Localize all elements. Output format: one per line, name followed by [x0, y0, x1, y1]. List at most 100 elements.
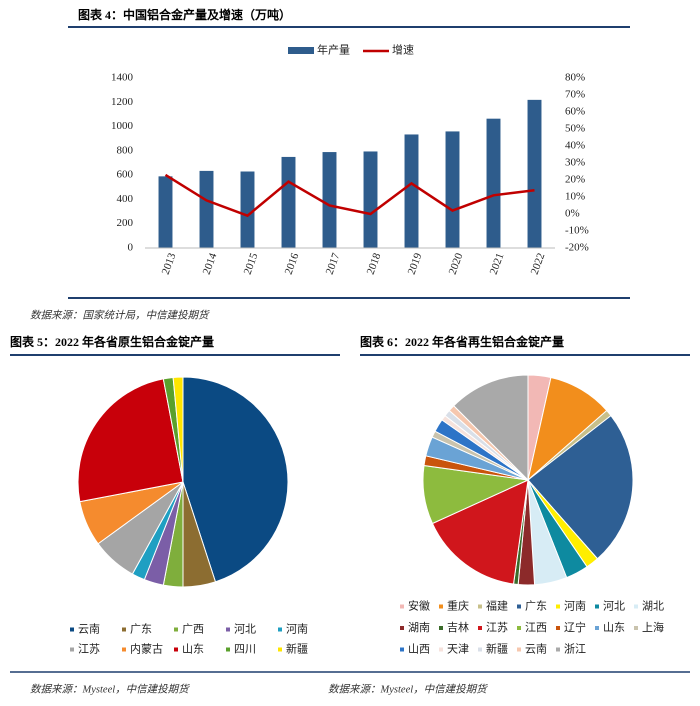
legend-swatch: [288, 47, 314, 54]
legend-swatch: [556, 604, 560, 609]
legend-label: 江西: [525, 621, 547, 634]
legend-swatch: [595, 604, 599, 609]
legend-label: 山东: [182, 643, 204, 656]
legend-label: 广东: [130, 623, 152, 636]
pie-slice: [453, 374, 529, 482]
y2-tick-label: 50%: [565, 123, 585, 135]
source-note: 数据来源：国家统计局，中信建投期货: [30, 309, 210, 321]
y2-tick-label: 20%: [565, 174, 585, 186]
bar: [158, 176, 173, 248]
legend-label: 福建: [486, 599, 508, 613]
legend-label: 增速: [392, 43, 414, 57]
legend-label: 湖南: [408, 621, 430, 634]
x-tick-label: 2015: [242, 251, 261, 276]
pie-slice: [182, 376, 289, 583]
legend-swatch: [517, 604, 521, 609]
legend-label: 云南: [78, 623, 100, 636]
source-note: 数据来源：Mysteel，中信建投期货: [30, 683, 190, 695]
bar: [445, 131, 460, 248]
x-tick-label: 2020: [447, 251, 466, 276]
legend-swatch: [400, 626, 404, 630]
x-tick-label: 2016: [283, 251, 302, 276]
legend-swatch: [278, 627, 282, 632]
legend-label: 天津: [447, 643, 469, 656]
legend-swatch: [226, 627, 230, 632]
y-tick-label: 0: [128, 242, 134, 254]
legend-label: 江苏: [78, 643, 100, 656]
y2-tick-label: 80%: [565, 72, 585, 84]
legend-swatch: [478, 626, 482, 630]
bar: [486, 118, 501, 248]
legend-label: 上海: [642, 620, 664, 634]
legend-swatch: [634, 626, 638, 630]
legend-swatch: [70, 627, 74, 632]
legend-label: 江苏: [486, 621, 508, 634]
y-tick-label: 800: [117, 144, 134, 156]
legend-label: 云南: [525, 643, 547, 656]
legend-label: 年产量: [317, 43, 350, 57]
legend-swatch: [278, 647, 282, 652]
legend-swatch: [478, 647, 482, 652]
bar: [404, 134, 419, 248]
legend-swatch: [478, 604, 482, 609]
x-tick-label: 2018: [365, 251, 384, 276]
legend-label: 吉林: [447, 620, 469, 634]
legend-swatch: [634, 604, 638, 609]
bar: [363, 151, 378, 248]
legend-swatch: [174, 647, 178, 652]
y2-tick-label: -10%: [565, 225, 589, 237]
y2-tick-label: 30%: [565, 157, 585, 169]
legend-label: 广东: [525, 600, 547, 613]
legend-label: 安徽: [408, 599, 430, 613]
pie-slice: [77, 378, 184, 503]
y-tick-label: 200: [117, 217, 134, 229]
y-tick-label: 400: [117, 193, 134, 205]
legend-label: 河南: [286, 623, 308, 636]
y2-tick-label: 40%: [565, 140, 585, 152]
legend-label: 山东: [603, 621, 625, 634]
legend-swatch: [517, 647, 521, 652]
x-tick-label: 2021: [488, 251, 507, 276]
x-tick-label: 2013: [160, 251, 179, 276]
y-tick-label: 1400: [111, 72, 134, 84]
x-tick-label: 2017: [324, 251, 343, 276]
legend-swatch: [556, 647, 560, 652]
legend-label: 辽宁: [564, 620, 586, 634]
legend-label: 四川: [234, 644, 256, 656]
y-tick-label: 1000: [111, 120, 134, 132]
legend-swatch: [595, 626, 599, 630]
legend-label: 新疆: [286, 642, 308, 656]
y2-tick-label: 10%: [565, 191, 585, 203]
x-tick-label: 2022: [529, 251, 548, 276]
legend-swatch: [439, 604, 443, 609]
legend-label: 浙江: [564, 643, 586, 656]
legend-label: 新疆: [486, 642, 508, 656]
bar: [527, 99, 542, 248]
chart-title: 图表 5：2022 年各省原生铝合金锭产量: [10, 334, 214, 349]
y-tick-label: 1200: [111, 96, 134, 108]
y-tick-label: 600: [117, 169, 134, 181]
y2-tick-label: -20%: [565, 242, 589, 254]
legend-swatch: [70, 647, 74, 652]
legend-swatch: [439, 647, 443, 652]
pie-slice: [172, 376, 184, 483]
y2-tick-label: 60%: [565, 106, 585, 118]
legend-swatch: [439, 626, 443, 630]
pie-slice: [527, 414, 634, 560]
y2-tick-label: 70%: [565, 89, 585, 101]
legend-label: 重庆: [447, 599, 469, 613]
x-tick-label: 2019: [406, 251, 425, 276]
source-note: 数据来源：Mysteel，中信建投期货: [328, 683, 488, 695]
legend-label: 河北: [234, 623, 256, 636]
legend-swatch: [174, 627, 178, 632]
bar: [281, 156, 296, 248]
line-series: [164, 173, 535, 218]
legend-swatch: [517, 626, 521, 630]
legend-label: 河南: [564, 600, 586, 613]
bar: [199, 170, 214, 248]
legend-label: 湖北: [642, 600, 664, 613]
legend-swatch: [556, 626, 560, 630]
legend-label: 山西: [408, 643, 430, 656]
legend-label: 内蒙古: [130, 642, 163, 656]
